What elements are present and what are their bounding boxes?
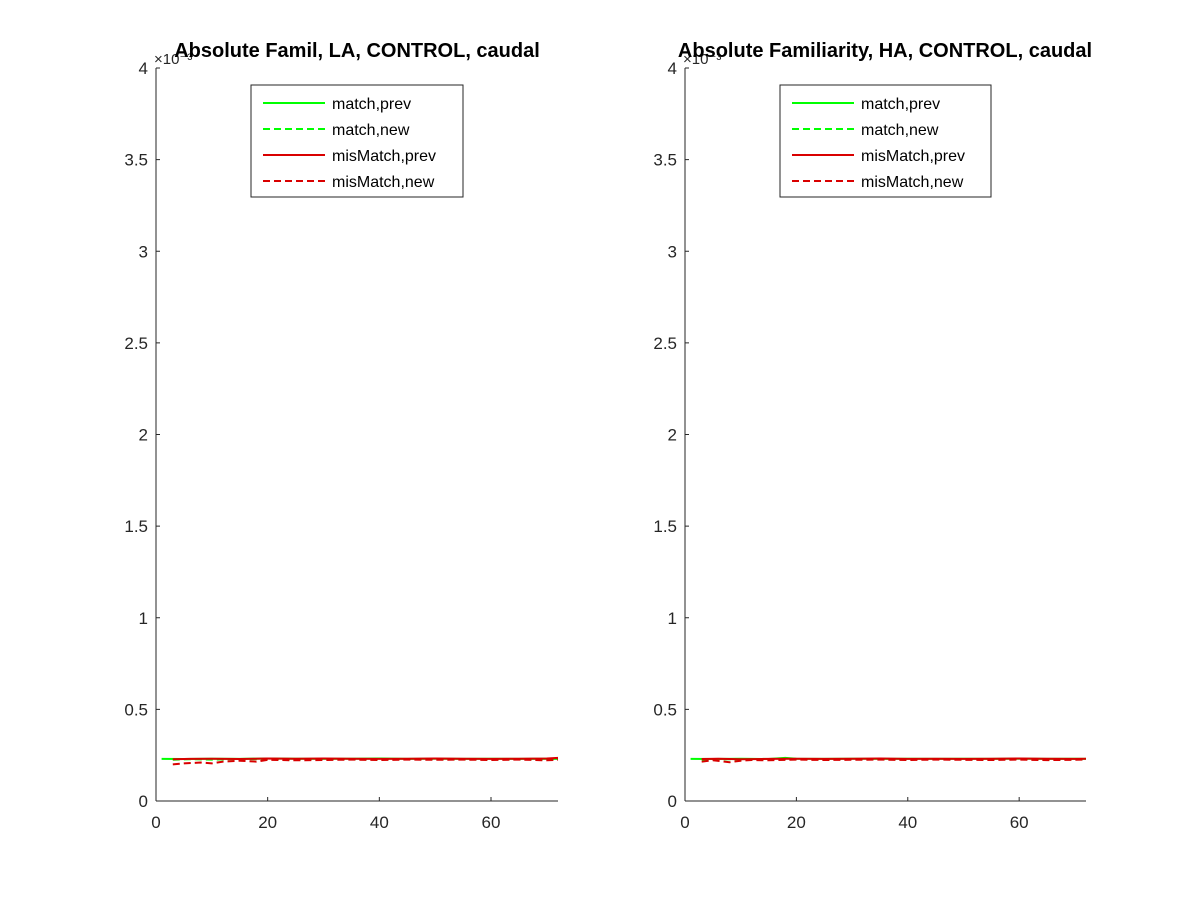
y-tick-label: 1 (139, 609, 148, 628)
x-tick-label: 40 (370, 813, 389, 832)
legend: match,prev match,new misMatch,prev misMatch… (250, 84, 464, 198)
y-tick-label: 3.5 (653, 151, 677, 170)
y-exponent-label: ×10⁻³ (683, 51, 721, 68)
y-tick-label: 0 (668, 792, 677, 811)
chart-title: Absolute Familiarity, HA, CONTROL, cauda… (678, 40, 1092, 62)
legend-label: match,new (861, 122, 939, 139)
series-line-mismatch-new (172, 758, 559, 766)
legend-label: match,new (332, 122, 410, 139)
x-tick-label: 60 (482, 813, 501, 832)
series-line-mismatch-new (701, 758, 1087, 764)
legend-label: misMatch,new (332, 174, 435, 191)
legend-label: match,prev (861, 96, 940, 113)
x-tick-label: 40 (898, 813, 917, 832)
x-tick-label: 0 (680, 813, 689, 832)
legend-label: match,prev (332, 96, 411, 113)
chart-title: Absolute Famil, LA, CONTROL, caudal (174, 40, 540, 62)
y-tick-label: 3.5 (124, 151, 148, 170)
y-tick-label: 4 (139, 59, 148, 78)
y-tick-label: 4 (668, 59, 677, 78)
legend-box (250, 84, 464, 198)
series-line-mismatch-prev (701, 757, 1087, 761)
y-tick-label: 2.5 (124, 334, 148, 353)
x-tick-label: 0 (151, 813, 160, 832)
x-tick-label: 20 (787, 813, 806, 832)
legend-label: misMatch,prev (861, 148, 965, 165)
y-tick-label: 1.5 (124, 517, 148, 536)
y-tick-label: 2 (668, 426, 677, 445)
y-tick-label: 0 (139, 792, 148, 811)
y-tick-label: 3 (668, 242, 677, 261)
y-tick-label: 0.5 (124, 700, 148, 719)
legend-label: misMatch,new (861, 174, 964, 191)
y-tick-label: 0.5 (653, 700, 677, 719)
y-tick-label: 2 (139, 426, 148, 445)
x-tick-label: 60 (1010, 813, 1029, 832)
series-group (690, 756, 1087, 764)
y-exponent-label: ×10⁻³ (154, 51, 192, 68)
y-tick-label: 2.5 (653, 334, 677, 353)
y-tick-label: 3 (139, 242, 148, 261)
x-tick-label: 20 (258, 813, 277, 832)
legend-label: misMatch,prev (332, 148, 436, 165)
y-tick-label: 1.5 (653, 517, 677, 536)
y-tick-label: 1 (668, 609, 677, 628)
series-group (161, 756, 559, 766)
legend: match,prev match,new misMatch,prev misMatch… (779, 84, 992, 198)
